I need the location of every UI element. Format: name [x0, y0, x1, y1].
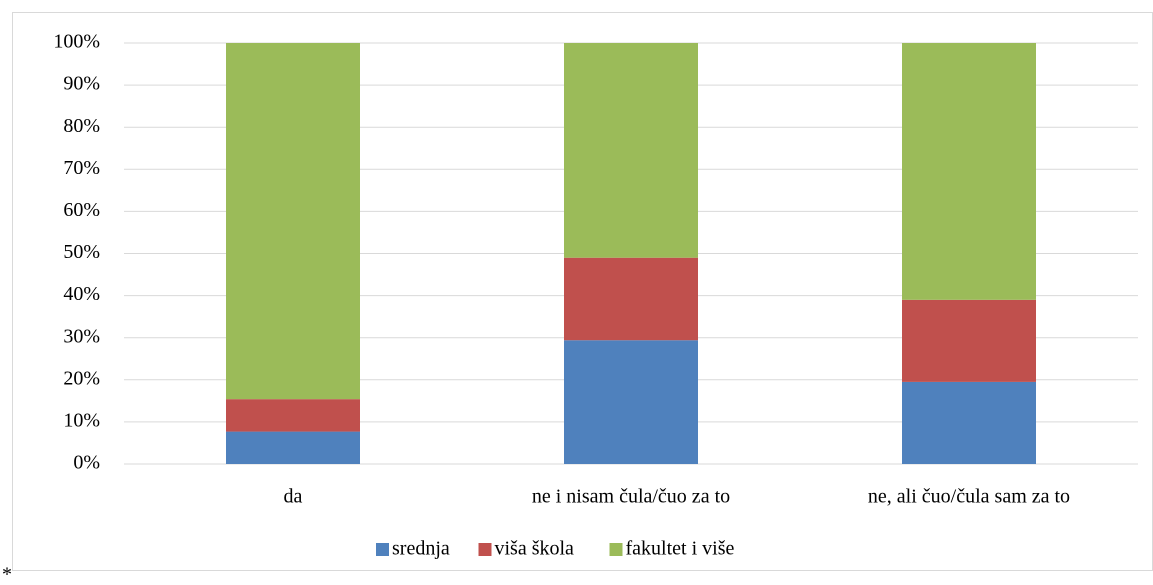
- y-tick-label: 30%: [63, 325, 100, 347]
- y-tick-label: 50%: [63, 241, 100, 263]
- y-tick-label: 40%: [63, 283, 100, 305]
- bar-segment: [902, 299, 1036, 382]
- note: *: [2, 564, 12, 585]
- legend-label: viša škola: [495, 538, 575, 560]
- y-tick-label: 70%: [63, 157, 100, 179]
- y-tick-label: 90%: [63, 73, 100, 95]
- y-tick-label: 0%: [73, 452, 100, 474]
- legend-swatch: [376, 543, 389, 556]
- x-tick-label: ne, ali čuo/čula sam za to: [868, 486, 1070, 508]
- legend-label: fakultet i više: [626, 538, 735, 560]
- bar-segment: [902, 43, 1036, 300]
- x-tick-label: da: [284, 486, 303, 508]
- y-tick-label: 100%: [53, 31, 100, 53]
- bar-segment: [564, 257, 698, 341]
- legend-swatch: [478, 543, 492, 556]
- y-tick-label: 10%: [63, 409, 100, 431]
- bar-segment: [902, 381, 1036, 464]
- bar-segment: [226, 399, 360, 432]
- legend-label: srednja: [392, 538, 450, 560]
- y-tick-label: 20%: [63, 367, 100, 389]
- bar-segment: [226, 431, 360, 464]
- bar-segment: [564, 340, 698, 464]
- y-tick-label: 80%: [63, 115, 100, 137]
- y-tick-label: 60%: [63, 199, 100, 221]
- bar-segment: [226, 43, 360, 400]
- legend-swatch: [609, 543, 623, 556]
- x-tick-label: ne i nisam čula/čuo za to: [532, 486, 730, 508]
- bar-segment: [564, 43, 698, 258]
